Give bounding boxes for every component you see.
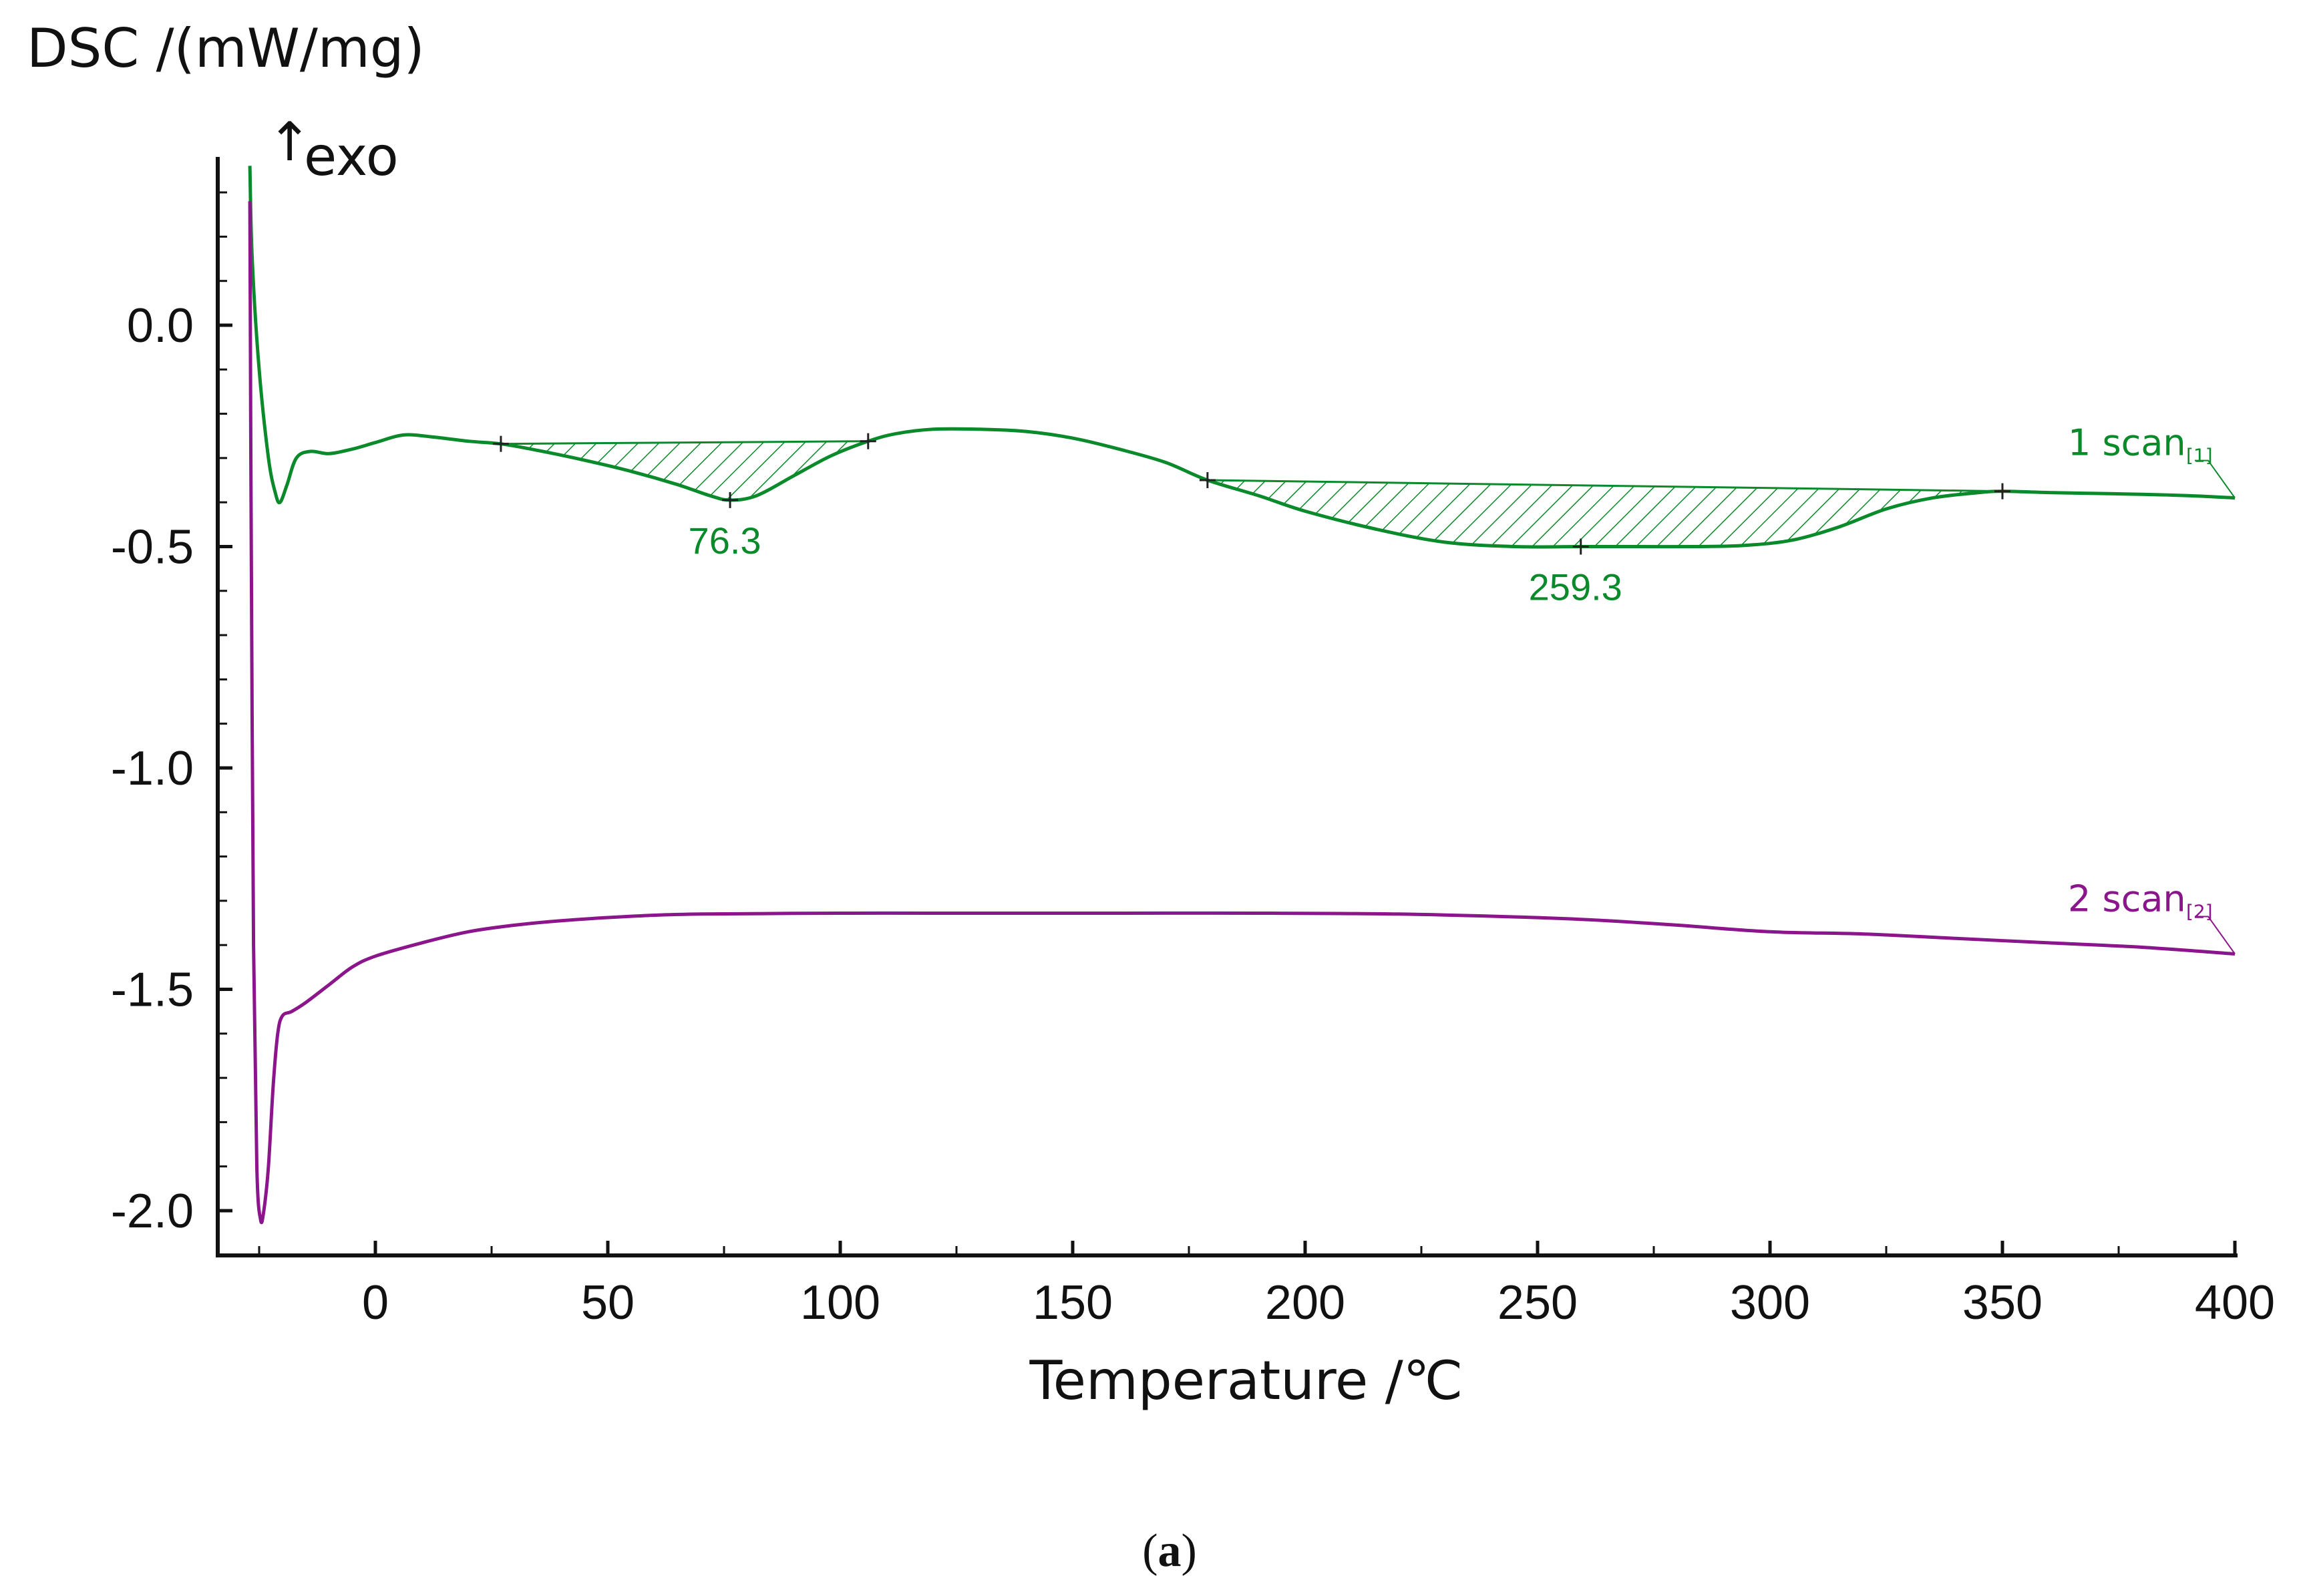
x-axis-ticks: 0 50 100 150 200 250 300 350 400 — [258, 1241, 2275, 1330]
peak-markers — [492, 433, 2010, 555]
legend-label-2: 2 scan — [2068, 877, 2186, 920]
x-tick-label: 150 — [1033, 1276, 1113, 1330]
legend-tag-2: [2] — [2186, 900, 2213, 922]
exo-label: exo — [304, 126, 399, 188]
x-tick-label: 0 — [362, 1276, 389, 1330]
peak-area-1 — [500, 441, 868, 500]
series-lines — [248, 166, 2236, 1225]
caption-letter: a — [1158, 1525, 1182, 1577]
legend-tag-1: [1] — [2186, 445, 2213, 467]
y-tick-label: -1.0 — [111, 742, 194, 795]
legend: 1 scan [1] 2 scan [2] — [2068, 422, 2236, 955]
legend-label-1: 1 scan — [2068, 422, 2186, 464]
peak-label-1: 76.3 — [689, 520, 761, 562]
peak-labels: 76.3 259.3 — [689, 520, 1622, 608]
peak-area-2 — [1207, 480, 2002, 547]
y-tick-label: 0.0 — [127, 299, 194, 353]
x-axis-title: Temperature /℃ — [1029, 1350, 1463, 1412]
x-tick-label: 350 — [1962, 1276, 2043, 1330]
x-tick-label: 100 — [800, 1276, 880, 1330]
y-axis-title: DSC /(mW/mg) — [27, 17, 425, 79]
series-line-1 — [248, 166, 2236, 549]
peak-baselines — [500, 440, 2003, 493]
y-tick-label: -2.0 — [111, 1185, 194, 1238]
exo-arrow-icon: ↑ — [267, 111, 312, 173]
x-tick-label: 300 — [1730, 1276, 1810, 1330]
x-tick-label: 50 — [581, 1276, 635, 1330]
y-tick-label: -0.5 — [111, 521, 194, 574]
peak-label-2: 259.3 — [1529, 566, 1622, 608]
legend-leader-2 — [2195, 916, 2236, 955]
peak-baseline-2 — [1207, 479, 2003, 493]
legend-leader-1 — [2195, 459, 2236, 499]
y-axis-ticks: 0.0 -0.5 -1.0 -1.5 -2.0 — [111, 191, 232, 1238]
x-tick-label: 250 — [1497, 1276, 1578, 1330]
figure-caption: (a) — [1142, 1525, 1197, 1577]
series-line-2 — [248, 201, 2236, 1225]
x-tick-label: 200 — [1265, 1276, 1345, 1330]
peak-baseline-1 — [500, 440, 868, 445]
x-tick-label: 400 — [2195, 1276, 2275, 1330]
y-tick-label: -1.5 — [111, 964, 194, 1017]
